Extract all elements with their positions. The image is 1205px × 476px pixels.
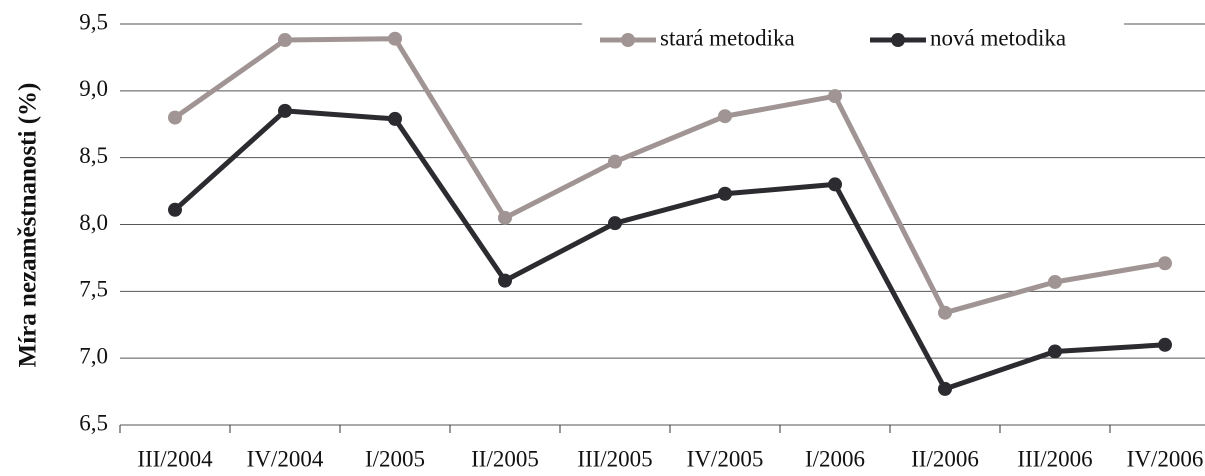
x-tick-label: III/2005 bbox=[577, 446, 652, 471]
point bbox=[718, 186, 732, 201]
x-tick-label: I/2006 bbox=[805, 446, 865, 471]
series-line bbox=[173, 108, 1166, 392]
point bbox=[498, 273, 512, 288]
x-tick-label: III/2006 bbox=[1017, 446, 1092, 471]
series-line bbox=[173, 36, 1166, 316]
point bbox=[938, 381, 952, 396]
point bbox=[1158, 256, 1172, 271]
x-tick-label: IV/2004 bbox=[247, 446, 324, 471]
point bbox=[608, 154, 622, 169]
y-tick-label: 9,0 bbox=[79, 76, 108, 101]
point bbox=[828, 177, 842, 192]
x-tick-label: II/2005 bbox=[471, 446, 539, 471]
point bbox=[718, 109, 732, 124]
point bbox=[1048, 274, 1062, 289]
y-tick-label: 9,5 bbox=[79, 9, 108, 34]
legend-marker bbox=[891, 33, 905, 47]
x-tick-label: II/2006 bbox=[911, 446, 979, 471]
point bbox=[1048, 344, 1062, 359]
point bbox=[828, 89, 842, 104]
legend-marker bbox=[621, 33, 635, 47]
point bbox=[278, 33, 292, 48]
point bbox=[498, 210, 512, 225]
x-tick-label: IV/2005 bbox=[687, 446, 764, 471]
y-tick-label: 6,5 bbox=[79, 410, 108, 435]
y-tick-label: 7,0 bbox=[79, 343, 108, 368]
point bbox=[168, 110, 182, 125]
legend-label: stará metodika bbox=[660, 25, 795, 50]
y-tick-label: 7,5 bbox=[79, 277, 108, 302]
point bbox=[1158, 337, 1172, 352]
point bbox=[278, 103, 292, 118]
point bbox=[388, 31, 402, 46]
point bbox=[388, 111, 402, 126]
y-tick-label: 8,0 bbox=[79, 210, 108, 235]
x-tick-label: IV/2006 bbox=[1127, 446, 1204, 471]
point bbox=[608, 216, 622, 231]
y-axis-title: Míra nezaměstnanosti (%) bbox=[15, 83, 42, 368]
point bbox=[938, 305, 952, 320]
point bbox=[168, 202, 182, 217]
x-tick-label: I/2005 bbox=[365, 446, 425, 471]
x-tick-label: III/2004 bbox=[137, 446, 213, 471]
legend-label: nová metodika bbox=[930, 25, 1066, 50]
legend-box bbox=[582, 10, 1124, 58]
y-tick-label: 8,5 bbox=[79, 143, 108, 168]
